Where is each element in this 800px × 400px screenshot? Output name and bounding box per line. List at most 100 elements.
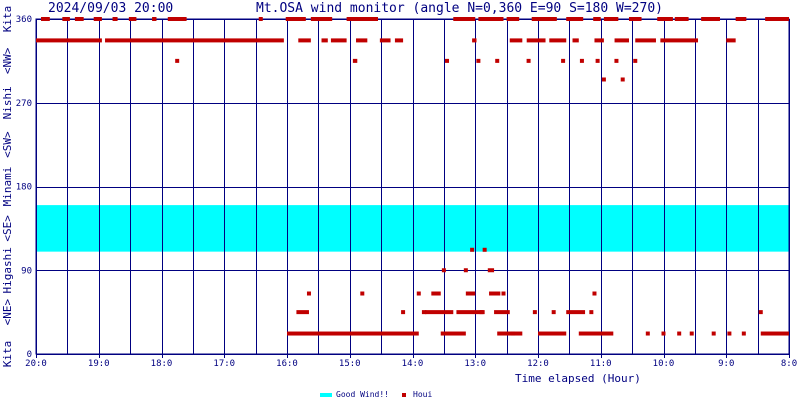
- houi-segment: [36, 38, 102, 43]
- x-tick-label: 14:0: [402, 359, 424, 369]
- houi-point: [758, 310, 763, 315]
- houi-segment: [74, 17, 84, 21]
- grid-layer: [35, 18, 790, 358]
- y-tick-label: 360: [16, 15, 32, 25]
- houi-segment: [657, 17, 673, 21]
- houi-segment: [578, 331, 614, 336]
- houi-segment: [494, 310, 510, 315]
- x-tick-label: 19:0: [88, 359, 110, 369]
- good-wind-band: [36, 205, 789, 252]
- houi-point: [661, 331, 666, 336]
- legend-good-wind-label: Good Wind!!: [336, 390, 389, 399]
- houi-segment: [440, 331, 466, 336]
- houi-segment: [538, 331, 567, 336]
- x-tick-label: 15:0: [339, 359, 361, 369]
- y-tick-label: 0: [27, 350, 32, 360]
- houi-point: [711, 331, 716, 336]
- houi-segment: [128, 17, 137, 21]
- x-tick-label: 20:0: [25, 359, 47, 369]
- houi-segment: [152, 17, 157, 21]
- y-direction-label: Nishi: [1, 86, 14, 119]
- houi-segment: [487, 268, 495, 273]
- y-direction-label: Higashi: [1, 247, 14, 293]
- houi-segment: [566, 310, 586, 315]
- houi-point: [677, 331, 682, 336]
- houi-point: [463, 268, 468, 273]
- y-direction-labels: Kita <NE> Higashi <SE> Minami <SW> Nishi <NW> Ki…: [1, 6, 14, 368]
- houi-segment: [628, 17, 642, 21]
- houi-point: [495, 58, 500, 63]
- houi-point: [175, 58, 180, 63]
- houi-point: [727, 331, 732, 336]
- houi-segment: [93, 17, 102, 21]
- houi-segment: [526, 38, 546, 43]
- houi-segment: [296, 310, 309, 315]
- houi-point: [589, 310, 594, 315]
- houi-point: [592, 291, 597, 296]
- y-direction-label: <SE>: [1, 215, 14, 242]
- houi-point: [482, 247, 487, 252]
- houi-point: [470, 247, 475, 252]
- houi-segment: [456, 310, 485, 315]
- x-tick-label: 11:0: [590, 359, 612, 369]
- houi-segment: [509, 38, 523, 43]
- houi-segment: [321, 38, 328, 43]
- houi-point: [601, 77, 606, 82]
- houi-point: [479, 310, 484, 315]
- x-tick-label: 16:0: [276, 359, 298, 369]
- y-direction-label: Kita: [1, 6, 14, 33]
- houi-segment: [62, 17, 70, 21]
- houi-point: [595, 58, 600, 63]
- houi-point: [633, 58, 638, 63]
- houi-point: [476, 58, 481, 63]
- houi-segment: [660, 38, 699, 43]
- houi-point: [620, 77, 625, 82]
- x-tick-label: 9:0: [718, 359, 734, 369]
- y-direction-label: <NW>: [1, 47, 14, 74]
- houi-point: [360, 291, 365, 296]
- houi-segment: [635, 38, 656, 43]
- houi-point: [532, 310, 537, 315]
- houi-segment: [287, 331, 419, 336]
- houi-segment: [489, 291, 501, 296]
- legend-houi-label: Houi: [413, 390, 432, 399]
- houi-point: [510, 331, 515, 336]
- houi-segment: [726, 38, 736, 43]
- houi-segment: [531, 17, 557, 21]
- houi-point: [551, 310, 556, 315]
- houi-point: [306, 291, 311, 296]
- houi-segment: [735, 17, 747, 21]
- houi-segment: [572, 38, 579, 43]
- chart-timestamp: 2024/09/03 20:00: [48, 1, 173, 16]
- x-axis-label: Time elapsed (Hour): [515, 372, 641, 385]
- houi-segment: [41, 17, 50, 21]
- houi-segment: [614, 38, 629, 43]
- x-tick-label: 13:0: [464, 359, 486, 369]
- y-direction-label: <SW>: [1, 131, 14, 158]
- houi-segment: [421, 310, 427, 315]
- houi-segment: [765, 17, 789, 21]
- x-tick-label: 17:0: [213, 359, 235, 369]
- houi-segment: [258, 17, 263, 21]
- x-tick-label: 8:0: [781, 359, 797, 369]
- houi-segment: [674, 17, 689, 21]
- houi-segment: [167, 17, 187, 21]
- legend-good-wind-swatch: [320, 393, 332, 397]
- plot-frame: [35, 18, 790, 355]
- houi-segment: [603, 17, 619, 21]
- legend: Good Wind!! Houi: [320, 390, 432, 399]
- houi-segment: [346, 17, 378, 21]
- houi-segment: [594, 38, 604, 43]
- houi-segment: [506, 17, 520, 21]
- chart-title: Mt.OSA wind monitor (angle N=0,360 E=90 …: [256, 1, 663, 16]
- houi-segment: [425, 310, 454, 315]
- houi-point: [741, 331, 746, 336]
- houi-segment: [112, 17, 118, 21]
- houi-segment: [549, 38, 567, 43]
- houi-segment: [394, 38, 404, 43]
- houi-segment: [760, 331, 789, 336]
- houi-point: [645, 331, 650, 336]
- houi-segment: [310, 17, 333, 21]
- y-direction-label: Kita: [1, 341, 14, 368]
- x-tick-label: 12:0: [527, 359, 549, 369]
